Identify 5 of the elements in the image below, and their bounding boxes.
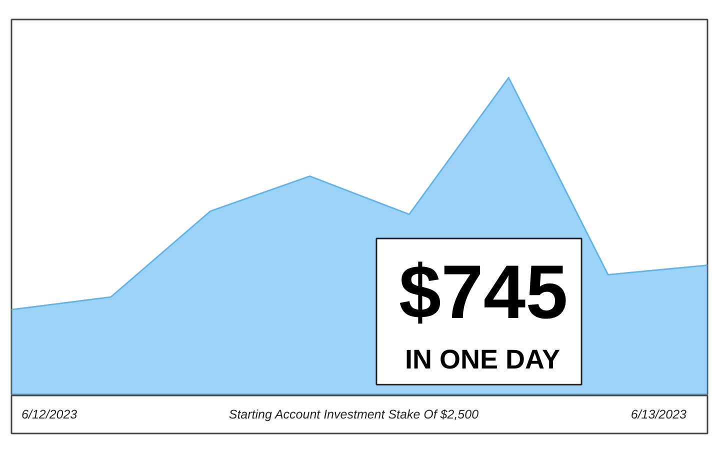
text: 6/12/2023 — [22, 408, 78, 422]
text: 6/13/2023 — [630, 408, 687, 422]
annotation: $745 — [398, 250, 568, 335]
x-axis-title: Starting Account Investment Stake Of $2,500 — [228, 408, 479, 422]
annotation: IN ONE DAY — [404, 344, 560, 375]
